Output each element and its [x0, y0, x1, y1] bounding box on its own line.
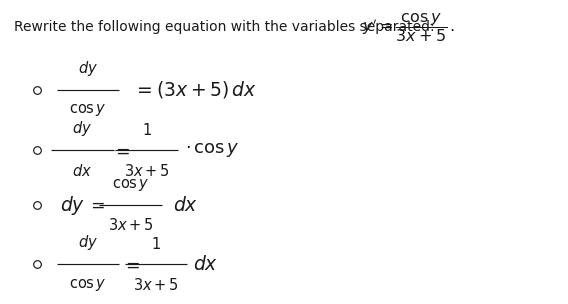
Text: $y' = \dfrac{\cos y}{3x+5}\,.$: $y' = \dfrac{\cos y}{3x+5}\,.$ — [362, 11, 456, 44]
Text: $dx$: $dx$ — [72, 163, 93, 179]
Text: Rewrite the following equation with the variables separated:: Rewrite the following equation with the … — [14, 20, 439, 34]
Text: $\cos y$: $\cos y$ — [69, 102, 107, 118]
Text: $dx$: $dx$ — [173, 196, 198, 215]
Text: $dy$: $dy$ — [60, 194, 85, 217]
Text: $3x+5$: $3x+5$ — [133, 277, 179, 293]
Text: $= (3x + 5)\,dx$: $= (3x + 5)\,dx$ — [133, 79, 257, 100]
Text: $3x+5$: $3x+5$ — [124, 163, 169, 179]
Text: $dy$: $dy$ — [72, 119, 93, 138]
Text: $dy$: $dy$ — [78, 59, 98, 78]
Text: $1$: $1$ — [141, 122, 152, 138]
Text: $dy$: $dy$ — [78, 233, 98, 252]
Text: $dx$: $dx$ — [193, 255, 218, 274]
Text: $\cos y$: $\cos y$ — [112, 177, 149, 193]
Text: $1$: $1$ — [151, 236, 161, 252]
Text: $=$: $=$ — [112, 141, 131, 160]
Text: $3x+5$: $3x+5$ — [108, 217, 153, 233]
Text: $=$: $=$ — [87, 196, 105, 214]
Text: $\cdot\,\cos y$: $\cdot\,\cos y$ — [185, 141, 239, 160]
Text: $\cos y$: $\cos y$ — [69, 277, 107, 293]
Text: $=$: $=$ — [122, 255, 140, 274]
